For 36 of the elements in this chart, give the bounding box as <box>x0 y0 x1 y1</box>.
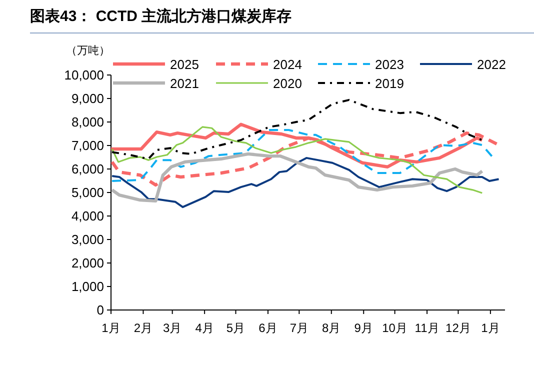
x-tick-label: 7月 <box>290 321 309 335</box>
x-tick-label: 3月 <box>162 321 182 335</box>
y-tick-label: 1,000 <box>71 279 104 294</box>
x-tick-label: 1月 <box>481 321 500 335</box>
x-tick-label: 9月 <box>354 321 373 335</box>
x-tick-label: 12月 <box>446 321 471 335</box>
x-tick-label: 4月 <box>195 321 214 335</box>
y-tick-label: 7,000 <box>71 138 104 153</box>
legend-label: 2022 <box>477 57 506 72</box>
y-tick-label: 8,000 <box>71 114 104 130</box>
legend-label: 2020 <box>273 76 302 91</box>
x-tick-label: 10月 <box>382 321 408 335</box>
x-tick-label: 11月 <box>414 321 440 335</box>
y-axis-title: （万吨） <box>66 44 110 57</box>
legend-label: 2019 <box>375 76 404 91</box>
y-tick-label: 3,000 <box>71 232 104 247</box>
y-tick-label: 2,000 <box>71 256 104 270</box>
x-tick-label: 2月 <box>134 321 153 335</box>
chart-title: 图表43： CCTD 主流北方港口煤炭库存 <box>30 7 292 25</box>
y-tick-label: 5,000 <box>71 185 104 200</box>
y-tick-label: 10,000 <box>64 68 104 82</box>
line-series <box>110 152 484 203</box>
x-tick-label: 1月 <box>102 321 120 335</box>
y-tick-label: 0 <box>96 302 104 318</box>
legend-label: 2021 <box>170 76 199 91</box>
x-tick-label: 8月 <box>322 321 341 335</box>
legend-label: 2023 <box>375 57 404 72</box>
y-tick-label: 9,000 <box>71 91 104 106</box>
legend-label: 2025 <box>170 57 199 72</box>
line-series <box>111 126 483 194</box>
x-tick-label: 5月 <box>226 321 246 335</box>
legend-label: 2024 <box>273 57 302 72</box>
y-tick-label: 6,000 <box>71 162 104 176</box>
y-tick-label: 4,000 <box>71 208 104 224</box>
line-series <box>111 156 500 208</box>
x-tick-label: 6月 <box>258 321 278 335</box>
